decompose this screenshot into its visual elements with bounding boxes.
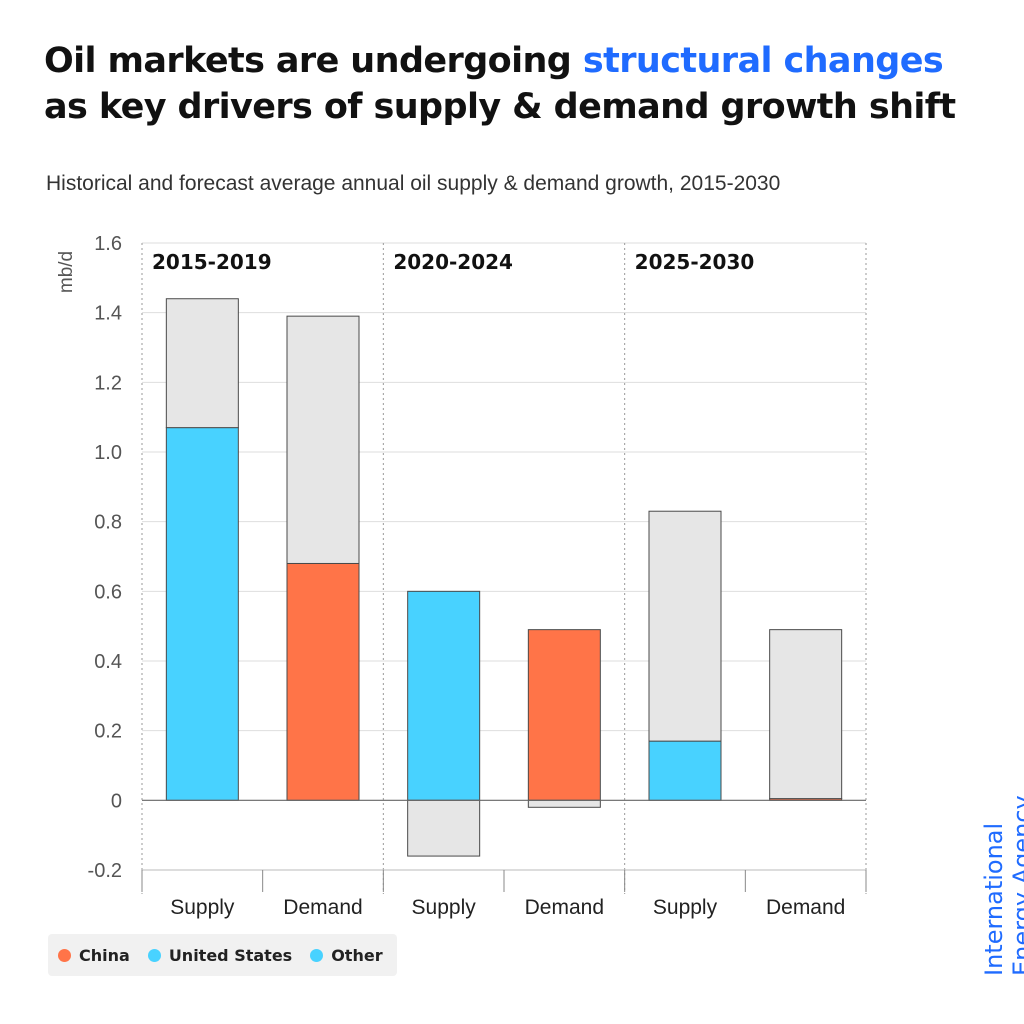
bar-united-states xyxy=(648,740,722,801)
y-tick-label: 0.8 xyxy=(94,512,122,534)
bar-other xyxy=(286,315,360,564)
title-highlight: structural changes xyxy=(582,41,944,81)
period-label: 2020-2024 xyxy=(393,250,513,274)
y-tick-label: 1.4 xyxy=(94,303,122,325)
bar-other xyxy=(407,799,481,857)
bar-united-states xyxy=(407,590,481,801)
y-tick-label: 1.0 xyxy=(94,442,122,464)
x-tick-label: Supply xyxy=(653,896,718,919)
legend-swatch xyxy=(58,948,71,962)
period-label: 2015-2019 xyxy=(152,250,272,274)
legend-swatch xyxy=(310,948,324,962)
legend-label: United States xyxy=(168,945,293,965)
legend-label: China xyxy=(79,945,130,965)
x-tick-label: Supply xyxy=(412,896,477,919)
brand-line-2: Energy Agency xyxy=(1008,795,1024,976)
period-label: 2025-2030 xyxy=(635,250,755,274)
y-tick-label: 0.6 xyxy=(94,581,122,603)
bar-other xyxy=(527,799,601,808)
bar-china xyxy=(527,629,601,801)
bar-other xyxy=(648,510,722,742)
chart-title: Oil markets are undergoing structural ch… xyxy=(44,38,994,130)
y-tick-label: 1.6 xyxy=(94,233,122,255)
legend-item: China xyxy=(58,946,130,965)
title-text-2: as key drivers of supply & demand growth… xyxy=(44,87,956,127)
y-axis-label: mb/d xyxy=(56,251,77,293)
x-tick-label: Demand xyxy=(525,896,604,919)
bar-united-states xyxy=(165,427,239,801)
legend-label: Other xyxy=(331,945,383,965)
legend-swatch xyxy=(147,948,161,962)
title-text-1: Oil markets are undergoing xyxy=(44,41,583,81)
chart-subtitle: Historical and forecast average annual o… xyxy=(46,172,781,195)
legend: China United States Other xyxy=(48,934,397,976)
legend-item: United States xyxy=(147,945,293,965)
x-tick-label: Demand xyxy=(766,896,845,919)
y-tick-label: 0.4 xyxy=(94,651,122,673)
x-tick-label: Supply xyxy=(170,896,235,919)
y-tick-label: 0.2 xyxy=(94,721,122,743)
y-tick-label: 0 xyxy=(111,790,122,812)
bar-other xyxy=(769,629,843,800)
y-tick-label: -0.2 xyxy=(88,860,122,882)
y-tick-label: 1.2 xyxy=(94,372,122,394)
bar-china xyxy=(286,562,360,801)
x-tick-label: Demand xyxy=(283,896,362,919)
brand-line-1: International xyxy=(980,822,1008,976)
legend-item: Other xyxy=(310,945,383,965)
bar-other xyxy=(165,298,239,429)
iea-logo: International Energy Agency xyxy=(980,795,1024,976)
